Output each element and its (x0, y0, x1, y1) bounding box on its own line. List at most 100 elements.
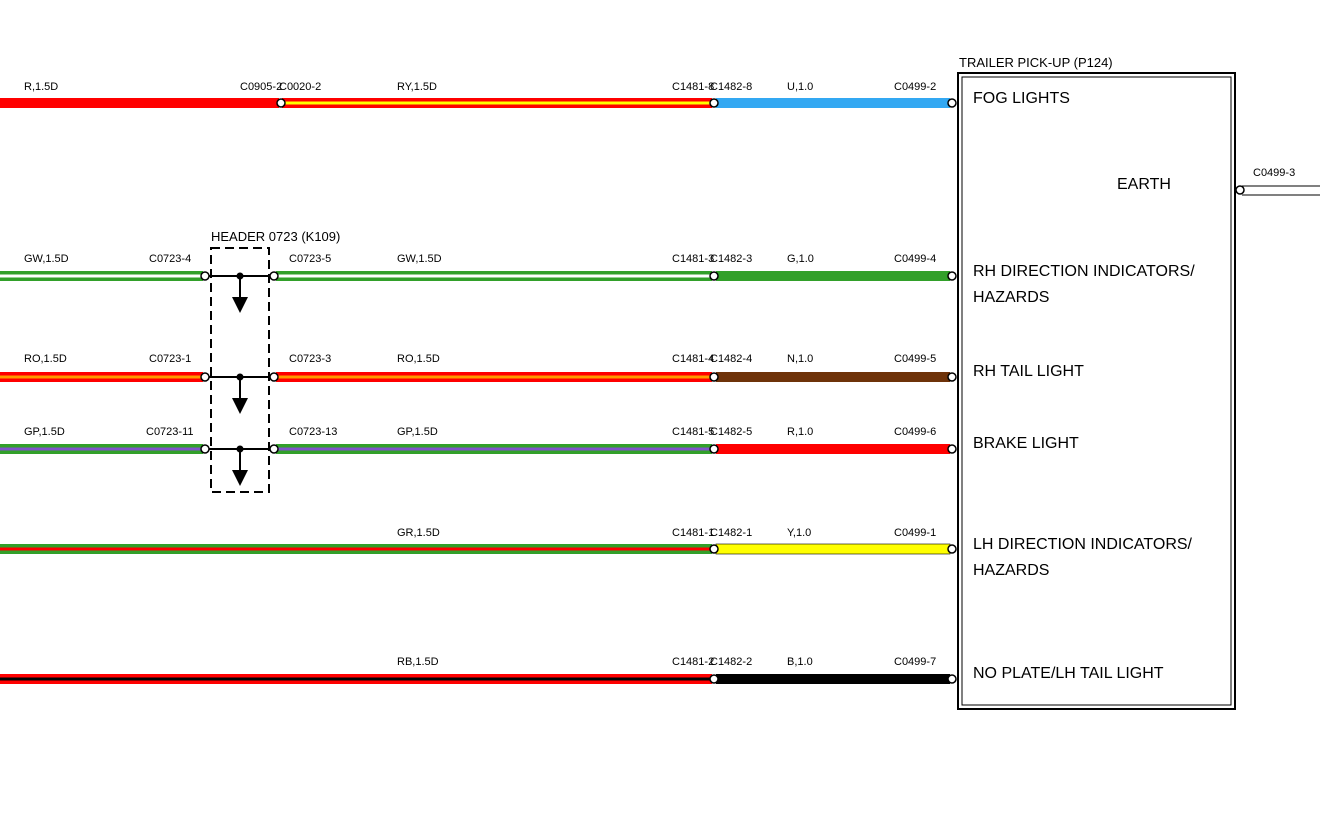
circuit-rh-tail: RO,1.5D C0723-1 C0723-3 RO,1.5D C1481-4 … (0, 353, 957, 382)
pin-label-rh-direction-1: RH DIRECTION INDICATORS/ (973, 263, 1195, 280)
connector-label-rh-dir-c1: C0723-4 (149, 253, 191, 265)
wire-brake-gp-left-tracer (0, 447, 203, 451)
connector-label-rh-tail-c5: C0499-5 (894, 353, 936, 365)
wire-label-rh-tail-w1: RO,1.5D (24, 353, 67, 365)
trailer-box-inner (961, 76, 1232, 706)
wire-label-brake-w2: GP,1.5D (397, 426, 438, 438)
connector-rh-tail-c0499[interactable] (947, 372, 957, 382)
wire-label-fog-w3: U,1.0 (787, 81, 813, 93)
connector-rh-dir-c0723-5[interactable] (269, 271, 279, 281)
pin-label-fog-lights: FOG LIGHTS (973, 90, 1070, 107)
wire-label-rh-dir-w2: GW,1.5D (397, 253, 442, 265)
wire-fog-u[interactable] (716, 98, 950, 108)
pin-label-lh-direction-1: LH DIRECTION INDICATORS/ (973, 536, 1193, 553)
wire-label-fog-w1: R,1.5D (24, 81, 58, 93)
connector-label-rh-tail-c2: C0723-3 (289, 353, 331, 365)
connector-rh-tail-c0723-3[interactable] (269, 372, 279, 382)
connector-label-fog-c4: C1482-8 (710, 81, 752, 93)
connector-no-plate-c0499[interactable] (947, 674, 957, 684)
splice-arrow-2 (232, 398, 248, 414)
connector-earth-c0499-3[interactable] (1235, 185, 1245, 195)
wire-label-brake-w1: GP,1.5D (24, 426, 65, 438)
trailer-pickup-component[interactable]: TRAILER PICK-UP (P124) FOG LIGHTS EARTH … (957, 55, 1236, 710)
pin-label-earth: EARTH (1117, 176, 1171, 193)
wire-label-lh-dir-w2: GR,1.5D (397, 527, 440, 539)
circuit-earth: C0499-3 (1235, 167, 1320, 196)
circuit-rh-direction: GW,1.5D C0723-4 C0723-5 GW,1.5D C1481-3 … (0, 253, 957, 281)
connector-label-brake-c2: C0723-13 (289, 426, 337, 438)
connector-rh-dir-c1481-c1482[interactable] (709, 271, 719, 281)
wire-label-rh-dir-w1: GW,1.5D (24, 253, 69, 265)
pin-label-rh-direction-2: HAZARDS (973, 289, 1049, 306)
connector-brake-c1481-c1482[interactable] (709, 444, 719, 454)
wire-no-plate-rb-tracer (0, 677, 712, 681)
circuit-lh-direction: GR,1.5D C1481-1 C1482-1 Y,1.0 C0499-1 (0, 527, 957, 555)
trailer-box-outer (957, 72, 1236, 710)
connector-label-lh-dir-c4: C1482-1 (710, 527, 752, 539)
wire-rh-dir-gw-left-tracer (0, 274, 203, 278)
circuit-brake: GP,1.5D C0723-11 C0723-13 GP,1.5D C1481-… (0, 426, 957, 454)
wire-no-plate-b[interactable] (716, 674, 950, 684)
connector-brake-c0723-13[interactable] (269, 444, 279, 454)
wire-rh-tail-ro-right-tracer (276, 375, 712, 379)
wire-brake-gp-right-tracer (276, 447, 712, 451)
wire-fog-r[interactable] (0, 98, 279, 108)
splice-arrow-3 (232, 470, 248, 486)
connector-brake-c0723-11[interactable] (200, 444, 210, 454)
connector-fog-c1481-c1482[interactable] (709, 98, 719, 108)
connector-brake-c0499[interactable] (947, 444, 957, 454)
wire-lh-dir-gr-tracer (0, 547, 712, 551)
connector-rh-dir-c0499[interactable] (947, 271, 957, 281)
wire-label-rh-tail-w2: RO,1.5D (397, 353, 440, 365)
pin-label-brake: BRAKE LIGHT (973, 435, 1079, 452)
connector-fog-c0905-c0020[interactable] (276, 98, 286, 108)
connector-label-no-plate-c4: C1482-2 (710, 656, 752, 668)
connector-fog-c0499[interactable] (947, 98, 957, 108)
connector-rh-tail-c1481-c1482[interactable] (709, 372, 719, 382)
wire-rh-dir-gw-right-tracer (276, 274, 712, 278)
connector-label-brake-c4: C1482-5 (710, 426, 752, 438)
splice-arrow-1 (232, 297, 248, 313)
connector-label-no-plate-c5: C0499-7 (894, 656, 936, 668)
wire-label-fog-w2: RY,1.5D (397, 81, 437, 93)
connector-lh-dir-c1481-c1482[interactable] (709, 544, 719, 554)
wire-brake-r[interactable] (716, 444, 950, 454)
connector-label-brake-c3: C1481-5 (672, 426, 714, 438)
header-box (210, 247, 270, 493)
connector-label-fog-c3: C1481-8 (672, 81, 714, 93)
wire-fog-ry-tracer (282, 101, 712, 105)
pin-label-rh-tail: RH TAIL LIGHT (973, 363, 1084, 380)
circuit-no-plate: RB,1.5D C1481-2 C1482-2 B,1.0 C0499-7 (0, 656, 957, 684)
connector-label-fog-c5: C0499-2 (894, 81, 936, 93)
wire-label-no-plate-w3: B,1.0 (787, 656, 813, 668)
connector-label-rh-dir-c5: C0499-4 (894, 253, 936, 265)
connector-label-brake-c5: C0499-6 (894, 426, 936, 438)
wire-label-rh-tail-w3: N,1.0 (787, 353, 813, 365)
wire-rh-tail-n[interactable] (716, 372, 950, 382)
trailer-title: TRAILER PICK-UP (P124) (959, 55, 1113, 70)
connector-label-no-plate-c3: C1481-2 (672, 656, 714, 668)
connector-label-fog-c2: C0020-2 (279, 81, 321, 93)
connector-label-rh-tail-c3: C1481-4 (672, 353, 714, 365)
connector-label-rh-dir-c3: C1481-3 (672, 253, 714, 265)
wire-label-rh-dir-w3: G,1.0 (787, 253, 814, 265)
connector-label-lh-dir-c5: C0499-1 (894, 527, 936, 539)
connector-lh-dir-c0499[interactable] (947, 544, 957, 554)
connector-label-rh-dir-c2: C0723-5 (289, 253, 331, 265)
pin-label-no-plate: NO PLATE/LH TAIL LIGHT (973, 665, 1164, 682)
wire-lh-dir-y[interactable] (715, 543, 951, 555)
connector-rh-dir-c0723-4[interactable] (200, 271, 210, 281)
connector-rh-tail-c0723-1[interactable] (200, 372, 210, 382)
pin-label-lh-direction-2: HAZARDS (973, 562, 1049, 579)
wire-rh-dir-g[interactable] (716, 271, 950, 281)
header-0723[interactable]: HEADER 0723 (K109) (209, 229, 340, 493)
connector-no-plate-c1481-c1482[interactable] (709, 674, 719, 684)
connector-label-rh-dir-c4: C1482-3 (710, 253, 752, 265)
connector-label-fog-c1: C0905-2 (240, 81, 282, 93)
connector-label-brake-c1: C0723-11 (146, 426, 194, 438)
connector-label-lh-dir-c3: C1481-1 (672, 527, 714, 539)
connector-label-rh-tail-c4: C1482-4 (710, 353, 752, 365)
circuit-fog-lights: R,1.5D C0905-2 C0020-2 RY,1.5D C1481-8 C… (0, 81, 957, 108)
wire-label-brake-w3: R,1.0 (787, 426, 813, 438)
